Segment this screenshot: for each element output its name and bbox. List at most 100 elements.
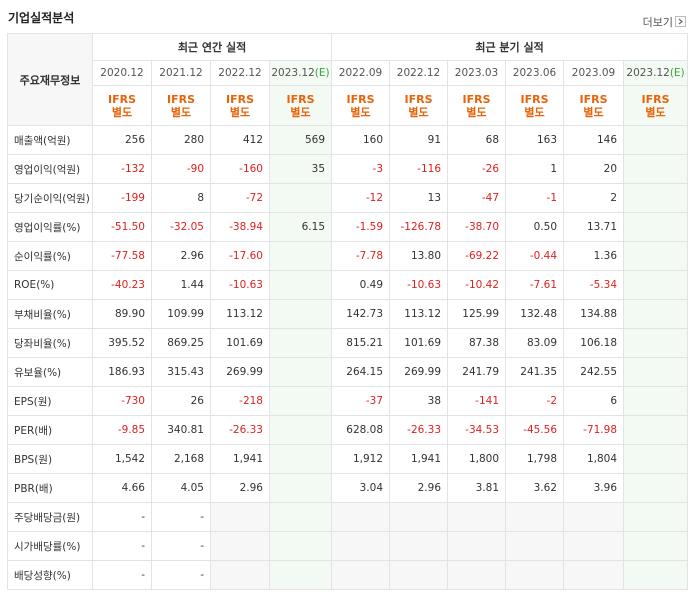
empty-cell xyxy=(210,502,270,532)
value-cell: 3.96 xyxy=(563,473,625,503)
period-header: 2023.03 xyxy=(447,60,507,86)
row-label: 배당성향(%) xyxy=(7,560,93,590)
empty-cell xyxy=(331,502,391,532)
value-cell: -0.44 xyxy=(505,241,565,271)
empty-cell xyxy=(623,154,689,184)
value-cell: 3.62 xyxy=(505,473,565,503)
value-cell: 241.79 xyxy=(447,357,507,387)
empty-cell xyxy=(623,183,689,213)
period-suffix: (E) xyxy=(314,67,330,79)
period: 2023.09 xyxy=(571,67,616,79)
empty-cell xyxy=(389,502,449,532)
row-label: 부채비율(%) xyxy=(7,299,93,329)
value-cell: -10.63 xyxy=(389,270,449,300)
value-cell: 1,941 xyxy=(389,444,449,474)
basis-header: IFRS 별도 xyxy=(623,85,689,126)
row-label: 시가배당률(%) xyxy=(7,531,93,561)
row-label: 주당배당금(원) xyxy=(7,502,93,532)
value-cell: 280 xyxy=(151,125,211,155)
value-cell: 3.04 xyxy=(331,473,391,503)
value-cell: 13.71 xyxy=(563,212,625,242)
empty-cell xyxy=(210,560,270,590)
value-cell: 101.69 xyxy=(210,328,270,358)
empty-cell xyxy=(210,531,270,561)
value-cell: 1,912 xyxy=(331,444,391,474)
basis-header: IFRS 별도 xyxy=(210,85,270,126)
value-cell: 1,800 xyxy=(447,444,507,474)
basis-header: IFRS 별도 xyxy=(447,85,507,126)
value-cell: 242.55 xyxy=(563,357,625,387)
value-cell: -3 xyxy=(331,154,391,184)
empty-cell xyxy=(623,531,689,561)
finance-table: 주요재무정보 최근 연간 실적 최근 분기 실적 2020.12 2021.12 2022… xyxy=(7,33,689,590)
empty-cell xyxy=(389,531,449,561)
value-cell: 269.99 xyxy=(210,357,270,387)
period-header: 2020.12 xyxy=(92,60,152,86)
value-cell: 0.49 xyxy=(331,270,391,300)
value-cell: 132.48 xyxy=(505,299,565,329)
more-link[interactable]: 더보기 xyxy=(643,14,686,30)
period: 2022.09 xyxy=(338,67,383,79)
period: 2023.12 xyxy=(271,67,315,79)
value-cell: 269.99 xyxy=(389,357,449,387)
basis-header: IFRS 별도 xyxy=(92,85,152,126)
value-cell: 20 xyxy=(563,154,625,184)
value-cell: 109.99 xyxy=(151,299,211,329)
row-label: 영업이익(억원) xyxy=(7,154,93,184)
more-icon[interactable] xyxy=(675,16,686,27)
data-row: 부채비율(%) 89.90 109.99 113.12 142.73 113.12 125.… xyxy=(7,299,689,329)
period-header: 2022.12 xyxy=(210,60,270,86)
value-cell: -126.78 xyxy=(389,212,449,242)
empty-cell xyxy=(268,531,333,561)
value-cell: 91 xyxy=(389,125,449,155)
value-cell: 186.93 xyxy=(92,357,152,387)
value-cell: 134.88 xyxy=(563,299,625,329)
data-row: 시가배당률(%) - - xyxy=(7,531,689,561)
table-head: 주요재무정보 최근 연간 실적 최근 분기 실적 2020.12 2021.12 2022… xyxy=(7,33,689,126)
group-header: 최근 연간 실적 xyxy=(91,33,333,61)
period: 2020.12 xyxy=(100,67,144,79)
value-cell: -141 xyxy=(447,386,507,416)
value-cell: -199 xyxy=(92,183,152,213)
basis-header: IFRS 별도 xyxy=(505,85,565,126)
value-cell: -47 xyxy=(447,183,507,213)
period: 2021.12 xyxy=(159,67,203,79)
basis-header: IFRS 별도 xyxy=(151,85,211,126)
section-title: 기업실적분석 xyxy=(8,11,75,25)
value-cell: -40.23 xyxy=(92,270,152,300)
period-header: 2022.12 xyxy=(389,60,449,86)
value-cell: -160 xyxy=(210,154,270,184)
value-cell: 38 xyxy=(389,386,449,416)
value-cell: -17.60 xyxy=(210,241,270,271)
row-label: EPS(원) xyxy=(7,386,93,416)
header-row: 주요재무정보 최근 연간 실적 최근 분기 실적 xyxy=(7,33,689,126)
value-cell: - xyxy=(92,560,152,590)
value-cell: 315.43 xyxy=(151,357,211,387)
more-text[interactable]: 더보기 xyxy=(642,16,673,29)
group-header: 최근 분기 실적 xyxy=(331,33,689,61)
value-cell: -26.33 xyxy=(210,415,270,445)
value-cell: -10.42 xyxy=(447,270,507,300)
value-cell: -37 xyxy=(331,386,391,416)
period-header: 2023.12(E) xyxy=(623,60,689,86)
row-label: 유보율(%) xyxy=(7,357,93,387)
data-row: 배당성향(%) - - xyxy=(7,560,689,590)
basis-row: IFRS 별도 IFRS 별도 IFRS 별도 IFRS 별도 IFRS 별도 IFRS … xyxy=(8,85,689,126)
data-row: 매출액(억원) 256 280 412 569 160 91 68 163 146 xyxy=(7,125,689,155)
empty-cell xyxy=(623,241,689,271)
value-cell: 241.35 xyxy=(505,357,565,387)
empty-cell xyxy=(447,531,507,561)
empty-cell xyxy=(331,531,391,561)
value-cell: 1,941 xyxy=(210,444,270,474)
value-cell: -34.53 xyxy=(447,415,507,445)
data-row: 당좌비율(%) 395.52 869.25 101.69 815.21 101.69 87.… xyxy=(7,328,689,358)
empty-cell xyxy=(268,183,333,213)
basis-header: IFRS 별도 xyxy=(563,85,625,126)
value-cell: 2,168 xyxy=(151,444,211,474)
value-cell: -132 xyxy=(92,154,152,184)
empty-cell xyxy=(505,502,565,532)
value-cell: 163 xyxy=(505,125,565,155)
value-cell: - xyxy=(92,502,152,532)
value-cell: -1 xyxy=(505,183,565,213)
row-label: ROE(%) xyxy=(7,270,93,300)
